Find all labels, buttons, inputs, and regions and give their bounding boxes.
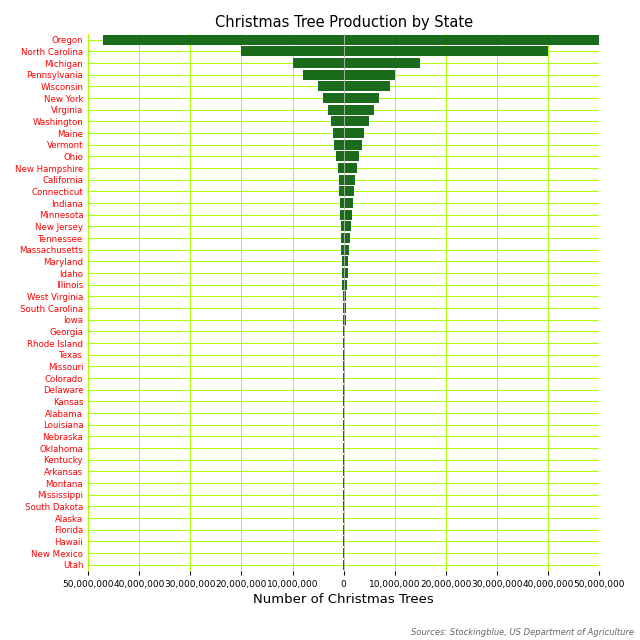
Bar bbox=[104, 35, 344, 45]
Bar bbox=[344, 152, 359, 161]
Bar bbox=[340, 198, 344, 208]
Bar bbox=[339, 175, 344, 185]
Bar bbox=[344, 257, 348, 266]
Bar bbox=[344, 303, 346, 313]
Bar bbox=[344, 338, 345, 348]
Bar bbox=[344, 221, 351, 232]
Bar bbox=[328, 105, 344, 115]
Bar bbox=[344, 163, 357, 173]
Bar bbox=[344, 362, 345, 371]
Bar bbox=[344, 373, 345, 383]
Bar bbox=[241, 47, 344, 56]
Bar bbox=[344, 93, 380, 103]
Bar bbox=[344, 198, 353, 208]
Bar bbox=[344, 268, 348, 278]
Bar bbox=[341, 233, 344, 243]
Bar bbox=[342, 257, 344, 266]
Bar bbox=[344, 140, 362, 150]
Bar bbox=[336, 152, 344, 161]
X-axis label: Number of Christmas Trees: Number of Christmas Trees bbox=[253, 593, 434, 606]
Bar bbox=[339, 186, 344, 196]
Bar bbox=[342, 303, 344, 313]
Bar bbox=[341, 245, 344, 255]
Bar bbox=[323, 93, 344, 103]
Title: Christmas Tree Production by State: Christmas Tree Production by State bbox=[214, 15, 473, 30]
Bar bbox=[344, 81, 390, 92]
Bar bbox=[344, 186, 354, 196]
Bar bbox=[344, 385, 345, 395]
Bar bbox=[344, 245, 349, 255]
Bar bbox=[344, 350, 345, 360]
Bar bbox=[337, 163, 344, 173]
Text: Sources: Stockingblue, US Department of Agriculture: Sources: Stockingblue, US Department of … bbox=[411, 628, 634, 637]
Bar bbox=[344, 210, 352, 220]
Bar bbox=[340, 210, 344, 220]
Bar bbox=[344, 280, 348, 290]
Bar bbox=[344, 326, 345, 337]
Bar bbox=[344, 291, 346, 301]
Bar bbox=[303, 70, 344, 80]
Bar bbox=[333, 128, 344, 138]
Bar bbox=[344, 175, 355, 185]
Bar bbox=[292, 58, 344, 68]
Bar bbox=[340, 221, 344, 232]
Bar bbox=[318, 81, 344, 92]
Bar bbox=[344, 116, 369, 127]
Bar bbox=[344, 105, 374, 115]
Bar bbox=[344, 58, 420, 68]
Bar bbox=[342, 268, 344, 278]
Bar bbox=[344, 233, 350, 243]
Bar bbox=[344, 128, 364, 138]
Bar bbox=[344, 35, 599, 45]
Bar bbox=[342, 280, 344, 290]
Bar bbox=[335, 140, 344, 150]
Bar bbox=[342, 291, 344, 301]
Bar bbox=[344, 47, 548, 56]
Bar bbox=[344, 315, 346, 324]
Bar bbox=[331, 116, 344, 127]
Bar bbox=[344, 70, 395, 80]
